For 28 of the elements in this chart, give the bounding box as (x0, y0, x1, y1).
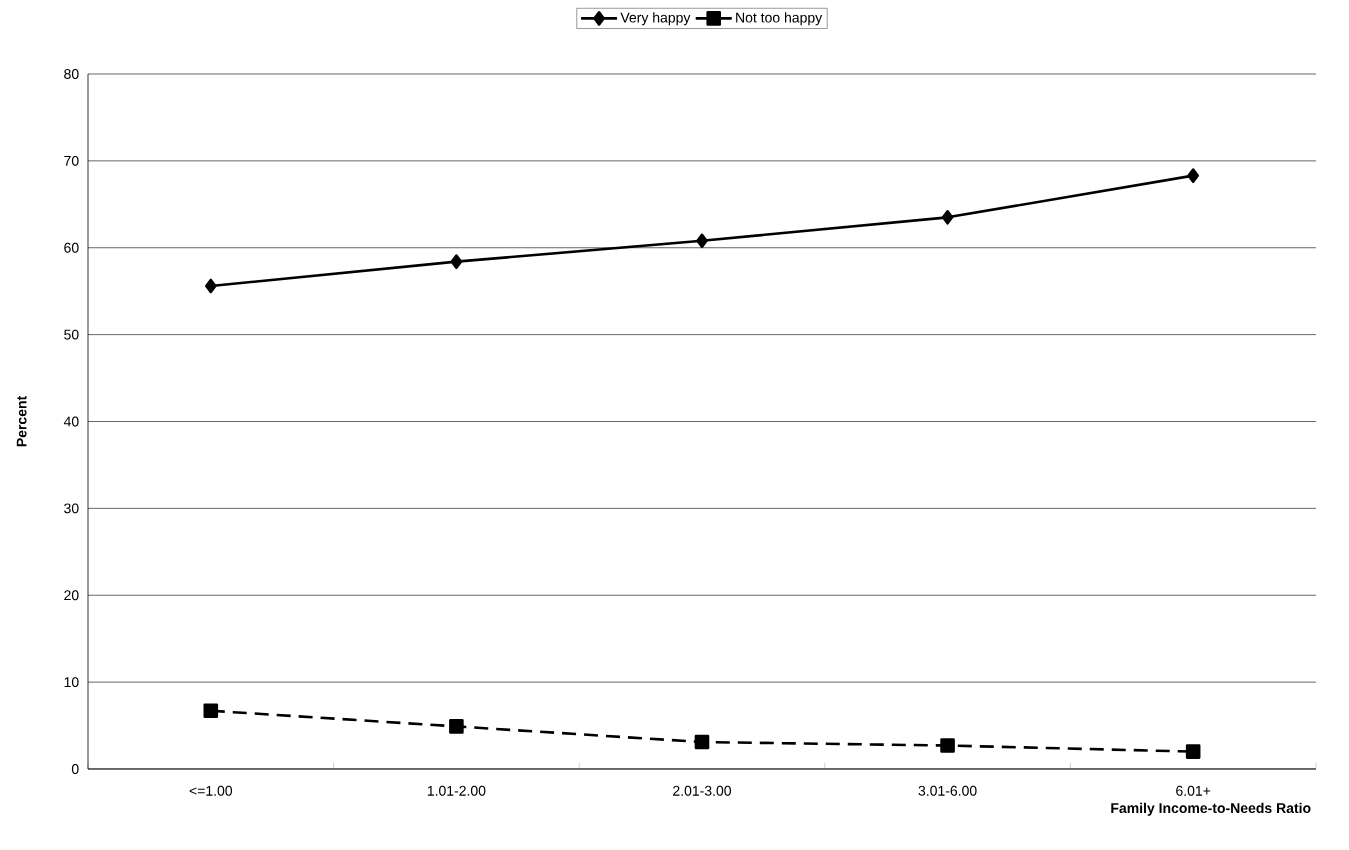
point (1187, 168, 1199, 183)
x-tick-label: 6.01+ (1176, 785, 1211, 796)
y-tick-label: 80 (64, 69, 79, 79)
x-tick-label: 1.01-2.00 (427, 785, 486, 796)
y-tick-label: 30 (64, 503, 79, 514)
y-tick-label: 0 (71, 764, 79, 774)
y-tick-label: 70 (64, 155, 79, 166)
point (205, 278, 217, 294)
y-tick-label: 40 (63, 416, 79, 427)
point (1185, 744, 1201, 759)
legend-label: Very happy (620, 12, 691, 26)
y-tick-label: 20 (64, 590, 79, 601)
point (450, 254, 463, 269)
point (941, 210, 954, 225)
x-axis-title: Family Income-to-Needs Ratio (1111, 802, 1311, 816)
point (696, 233, 708, 249)
y-tick-label: 60 (64, 242, 79, 253)
y-tick-label: 50 (64, 329, 79, 340)
point (694, 734, 710, 750)
point (203, 703, 219, 719)
x-tick-label: 3.01-6.00 (918, 785, 977, 796)
x-tick-label: <=1.00 (189, 785, 233, 796)
point (940, 738, 955, 753)
x-tick-label: 2.01-3.00 (673, 785, 732, 796)
y-axis-title: Percent (16, 395, 27, 447)
point (449, 719, 464, 734)
legend-label: Not too happy (736, 12, 823, 26)
y-tick-label: 10 (64, 677, 79, 688)
